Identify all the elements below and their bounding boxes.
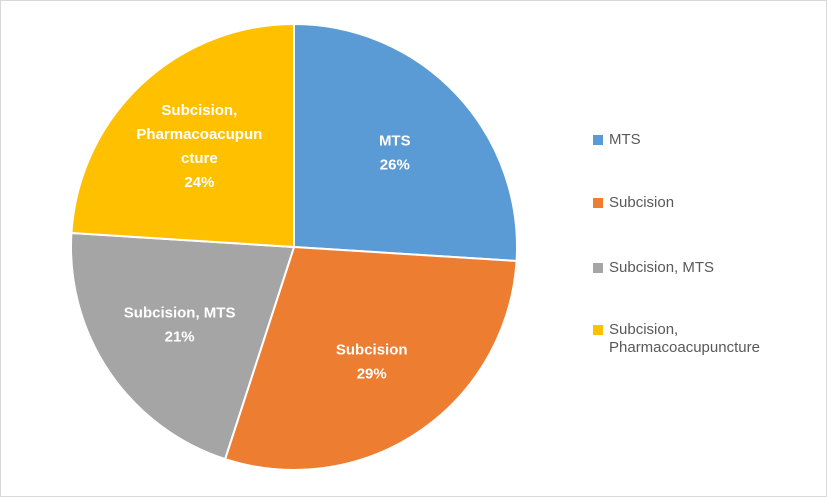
data-label-mts: MTS 26% bbox=[379, 132, 411, 173]
legend-item-subcision-mts: Subcision, MTS bbox=[593, 259, 714, 277]
legend-label-subcision-mts: Subcision, MTS bbox=[609, 259, 715, 276]
data-label-subcision: Subcision 29% bbox=[336, 341, 408, 382]
legend-swatch-mts bbox=[593, 135, 603, 145]
pie-slice-subcision-pharmacoacupuncture bbox=[70, 22, 295, 249]
legend-item-subcision-pharmacoacupuncture: Subcision, Pharmacoacupuncture bbox=[593, 321, 760, 357]
legend-swatch-subcision-mts bbox=[593, 263, 603, 273]
legend-label-subcision-pharmacoacupuncture: Subcision, Pharmacoacupuncture bbox=[609, 321, 760, 356]
pie-slice-subcision-mts bbox=[70, 231, 296, 461]
pie-slice-subcision bbox=[223, 245, 518, 471]
pie-slice-mts bbox=[293, 22, 518, 263]
legend-item-subcision: Subcision bbox=[593, 194, 674, 212]
legend-label-subcision: Subcision bbox=[609, 194, 675, 211]
data-label-subcision-mts: Subcision, MTS 21% bbox=[124, 305, 236, 346]
data-label-subcision-pharmacoacupuncture: Subcision, Pharmacoacupun cture 24% bbox=[136, 102, 262, 191]
legend-swatch-subcision-pharmacoacupuncture bbox=[593, 325, 603, 335]
legend-item-mts: MTS bbox=[593, 131, 641, 149]
legend-swatch-subcision bbox=[593, 198, 603, 208]
legend-label-mts: MTS bbox=[609, 131, 641, 148]
